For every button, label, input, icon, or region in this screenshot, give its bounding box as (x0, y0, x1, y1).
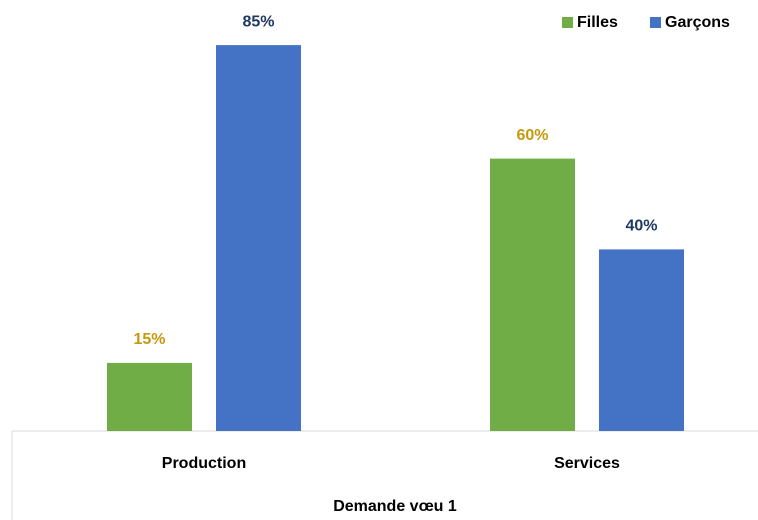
data-label: 40% (625, 218, 657, 235)
legend-swatch (562, 17, 573, 28)
legend-label: Garçons (665, 14, 730, 31)
data-label: 60% (516, 127, 548, 144)
x-tick-label: Production (162, 455, 246, 472)
bar (599, 249, 684, 431)
bar (107, 362, 192, 431)
data-label: 85% (242, 13, 274, 30)
bar (216, 45, 301, 431)
x-axis-title: Demande vœu 1 (333, 498, 457, 515)
bar (490, 158, 575, 431)
legend-label: Filles (577, 14, 618, 31)
legend-swatch (650, 17, 661, 28)
x-tick-label: Services (554, 455, 620, 472)
data-label: 15% (133, 331, 165, 348)
